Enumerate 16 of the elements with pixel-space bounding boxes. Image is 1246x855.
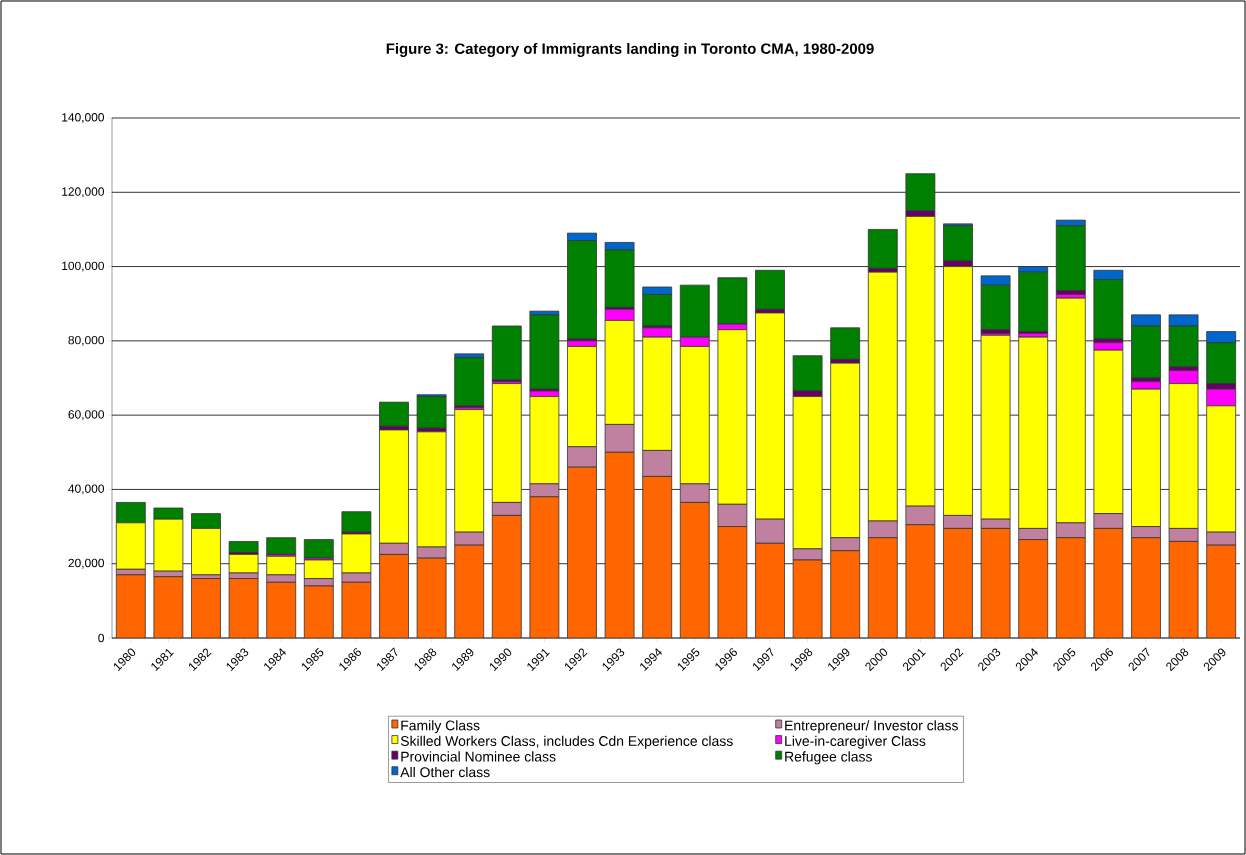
y-tick-label: 80,000 (68, 335, 105, 346)
legend-label: All Other class (400, 766, 490, 778)
y-tick-label: 140,000 (62, 113, 105, 123)
chart-title: Figure 3: Category of Immigrants landing in Toronto CMA, 1980-2009 (386, 42, 874, 57)
legend-label: Family Class (401, 720, 480, 734)
legend-label: Provincial Nominee class (401, 751, 556, 762)
y-tick-label: 0 (98, 633, 105, 643)
y-tick-label: 20,000 (68, 558, 105, 569)
y-tick-label: 40,000 (68, 484, 105, 495)
legend-label: Entrepreneur/ Investor class (785, 720, 958, 734)
y-tick-label: 100,000 (62, 261, 105, 272)
y-tick-label: 120,000 (62, 187, 105, 198)
y-tick-label: 60,000 (68, 410, 105, 421)
legend-label: Live-in-caregiver Class (785, 735, 926, 749)
legend-label: Refugee class (785, 751, 872, 765)
legend-label: Skilled Workers Class, includes Cdn Experience class (400, 735, 733, 749)
